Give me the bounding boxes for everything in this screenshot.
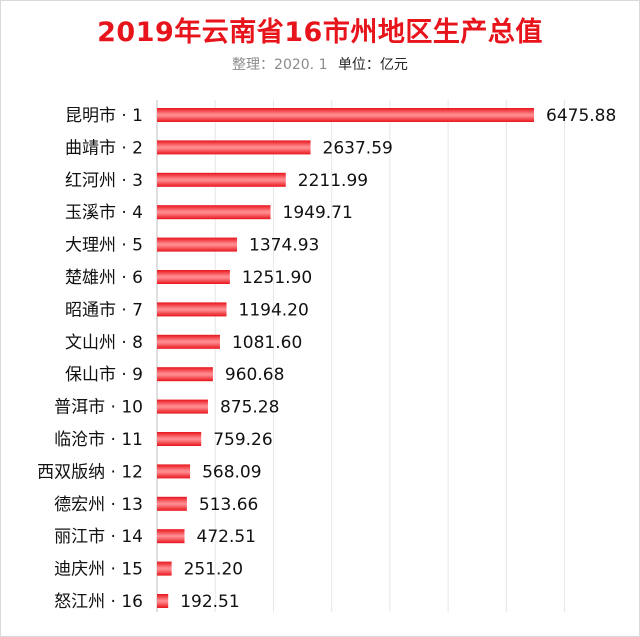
value-label: 1081.60	[232, 333, 302, 353]
bar	[157, 205, 271, 220]
value-label: 759.26	[213, 430, 272, 450]
bar	[157, 270, 230, 284]
category-label: 文山州 · 8	[65, 333, 143, 353]
bars	[157, 108, 535, 608]
category-label: 丽江市 · 14	[54, 527, 143, 547]
category-label: 大理州 · 5	[65, 236, 143, 256]
value-label: 472.51	[197, 527, 256, 547]
category-label: 保山市 · 9	[65, 365, 143, 385]
category-label: 楚雄州 · 6	[65, 268, 143, 288]
value-label: 1194.20	[239, 300, 309, 320]
unit-label: 单位：亿元	[337, 57, 408, 73]
category-label: 昭通市 · 7	[65, 300, 143, 320]
category-label: 西双版纳 · 12	[37, 462, 143, 482]
value-label: 875.28	[220, 398, 279, 418]
category-label: 昆明市 · 1	[65, 106, 143, 126]
category-label: 怒江州 · 16	[54, 592, 143, 612]
bar	[157, 464, 191, 479]
value-label: 960.68	[225, 365, 284, 385]
category-label: 红河州 · 3	[65, 171, 143, 191]
bar	[157, 302, 227, 317]
category-label: 迪庆州 · 15	[54, 560, 143, 580]
bar	[157, 594, 169, 608]
category-label: 德宏州 · 13	[54, 495, 143, 515]
chart-subtitle: 整理：2020. 1 单位：亿元	[0, 54, 640, 74]
bar	[157, 237, 238, 252]
value-label: 2637.59	[323, 138, 393, 158]
bar	[157, 529, 185, 544]
bar	[157, 334, 220, 349]
value-label: 192.51	[180, 592, 239, 612]
category-label: 临沧市 · 11	[54, 430, 143, 450]
category-label: 普洱市 · 10	[54, 398, 143, 418]
chart-title: 2019年云南省16市州地区生产总值	[97, 17, 543, 48]
bar	[157, 432, 202, 446]
value-label: 1949.71	[283, 203, 353, 223]
bar	[157, 140, 311, 155]
bar	[157, 561, 172, 576]
value-label: 1251.90	[242, 268, 312, 288]
value-label: 2211.99	[298, 171, 368, 191]
value-label: 568.09	[202, 462, 261, 482]
bar	[157, 399, 208, 414]
value-label: 513.66	[199, 495, 258, 515]
category-label: 玉溪市 · 4	[65, 203, 143, 223]
bar	[157, 108, 535, 122]
bar	[157, 367, 213, 382]
value-label: 251.20	[184, 560, 243, 580]
value-label: 6475.88	[546, 106, 616, 126]
bar	[157, 496, 187, 511]
bar	[157, 172, 286, 187]
labels: 昆明市 · 1 6475.88 曲靖市 · 2 2637.59 红河州 · 3 2211.…	[37, 106, 616, 612]
category-label: 曲靖市 · 2	[65, 138, 143, 158]
value-label: 1374.93	[249, 236, 319, 256]
source-note: 整理：2020. 1	[232, 57, 328, 73]
